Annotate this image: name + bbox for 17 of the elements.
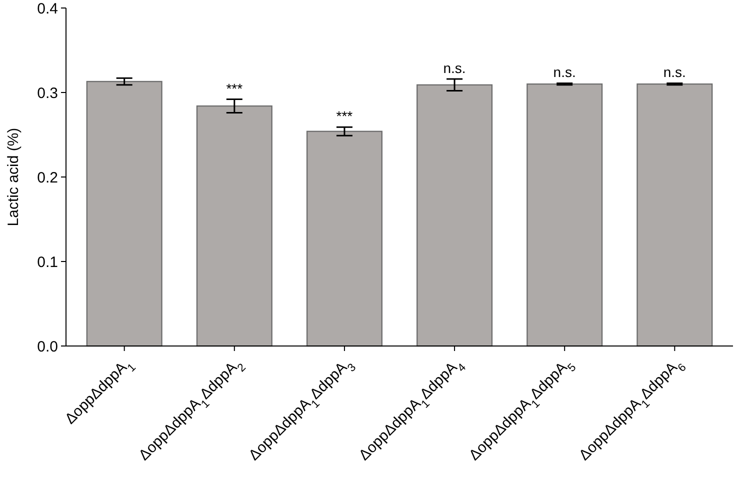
- annotation: ***: [226, 80, 244, 96]
- y-tick-label: 0.1: [37, 254, 58, 271]
- annotation: n.s.: [663, 64, 686, 80]
- bar: [196, 105, 272, 347]
- y-tick-label: 0.2: [37, 169, 58, 186]
- bar: [416, 84, 493, 347]
- bar: [526, 83, 603, 347]
- bar: [86, 80, 162, 347]
- y-tick-label: 0.4: [37, 0, 58, 18]
- bar: [306, 130, 382, 347]
- annotation: ***: [336, 108, 354, 124]
- y-axis-title: Lactic acid (%): [5, 128, 22, 226]
- y-tick-label: 0.0: [37, 338, 58, 356]
- bar: [636, 83, 713, 347]
- annotation: n.s.: [553, 64, 576, 80]
- annotation: n.s.: [443, 60, 466, 76]
- y-tick-label: 0.3: [37, 84, 58, 102]
